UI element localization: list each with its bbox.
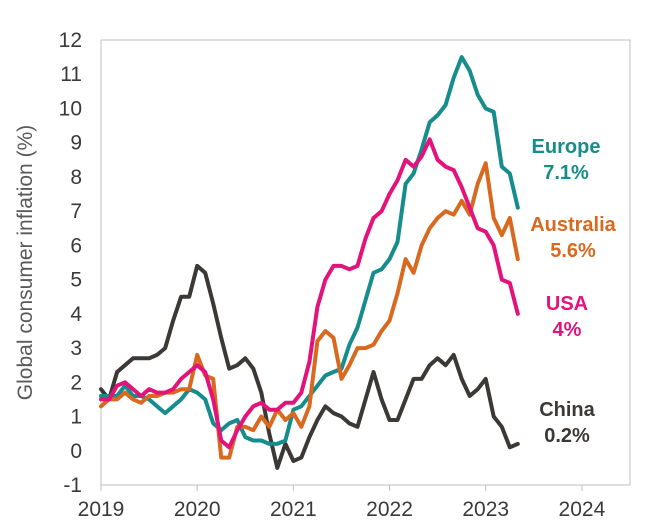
x-axis: 2019 2020 2021 2022 2023 2024 bbox=[78, 485, 606, 521]
y-tick-label: 6 bbox=[70, 234, 82, 257]
series-line-australia bbox=[99, 161, 520, 460]
y-tick-label: 7 bbox=[70, 200, 82, 223]
y-tick-label: 4 bbox=[70, 303, 82, 326]
plot-frame bbox=[100, 39, 631, 486]
x-tick-label: 2019 bbox=[78, 498, 125, 521]
y-tick-label: 3 bbox=[70, 337, 82, 360]
y-tick-label: 2 bbox=[70, 371, 82, 394]
y-tick-label: 0 bbox=[70, 440, 82, 463]
series-label-europe: Europe 7.1% bbox=[532, 136, 601, 184]
series-label-australia: Australia 5.6% bbox=[530, 214, 616, 262]
series-label-usa: USA 4% bbox=[546, 293, 588, 341]
x-tick-label: 2022 bbox=[366, 498, 413, 521]
y-tick-label: 11 bbox=[60, 63, 82, 86]
y-tick-label: 9 bbox=[70, 132, 82, 155]
y-tick-label: 10 bbox=[59, 97, 82, 120]
y-tick-label: -1 bbox=[63, 474, 82, 497]
x-tick-label: 2023 bbox=[462, 498, 509, 521]
y-axis-title: Global consumer inflation (%) bbox=[14, 125, 37, 400]
series-line-europe bbox=[99, 55, 520, 446]
series-line-china bbox=[99, 263, 520, 470]
y-tick-label: 12 bbox=[59, 29, 82, 52]
series-line-usa bbox=[99, 137, 520, 450]
x-tick-label: 2024 bbox=[559, 498, 606, 521]
x-tick-label: 2020 bbox=[174, 498, 221, 521]
y-tick-label: 8 bbox=[70, 166, 82, 189]
series-label-china: China 0.2% bbox=[539, 399, 595, 447]
series-labels: China 0.2% Europe 7.1% Australia 5.6% USA 4% bbox=[530, 136, 616, 447]
x-tick-label: 2021 bbox=[270, 498, 317, 521]
plot-area-frame bbox=[100, 39, 631, 486]
y-tick-label: 5 bbox=[70, 269, 82, 292]
series-lines bbox=[99, 55, 520, 470]
y-tick-label: 1 bbox=[70, 406, 82, 429]
